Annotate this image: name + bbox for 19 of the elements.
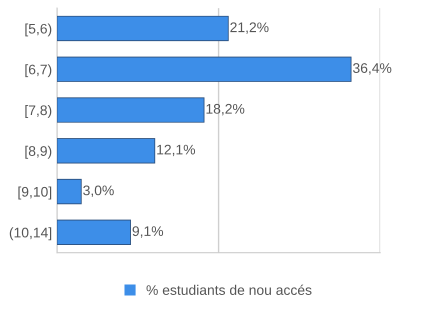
bar: [57, 178, 82, 204]
data-label: 9,1%: [132, 226, 164, 238]
data-label: 36,4%: [352, 63, 392, 75]
bar: [57, 138, 156, 164]
bar: [57, 97, 204, 123]
data-label: 18,2%: [206, 104, 244, 116]
y-tick-label: [5,6): [25, 23, 52, 36]
data-label: 12,1%: [157, 144, 196, 156]
y-tick-label: [9,10]: [18, 186, 52, 200]
y-tick-label: [8,9): [25, 146, 52, 159]
legend-label: % estudiants de nou accés: [146, 284, 312, 295]
bar: [57, 56, 352, 82]
y-tick-label: [7,8): [25, 104, 52, 118]
data-label: 21,2%: [230, 22, 269, 34]
data-label: 3,0%: [83, 185, 114, 197]
y-tick-label: (10,14]: [10, 227, 52, 240]
y-tick-label: [6,7): [25, 64, 52, 78]
bar: [57, 16, 229, 42]
bar: [57, 220, 131, 245]
